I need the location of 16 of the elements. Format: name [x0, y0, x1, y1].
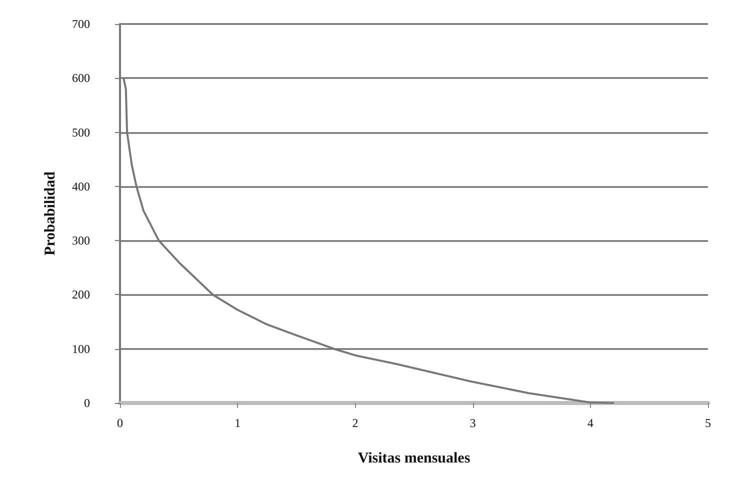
x-axis-title: Visitas mensuales	[358, 450, 470, 466]
y-tick-label: 300	[72, 234, 90, 248]
y-tick-label: 400	[72, 179, 90, 194]
y-tick-label: 0	[84, 396, 90, 410]
x-tick-label: 0	[117, 416, 123, 430]
x-tick-label: 5	[705, 416, 711, 430]
x-tick-label: 3	[470, 416, 476, 430]
y-tick-label: 100	[72, 342, 90, 356]
x-tick-label: 4	[587, 416, 594, 430]
y-tick-label: 700	[72, 17, 90, 31]
x-tick-label: 2	[352, 416, 358, 430]
y-tick-label: 200	[72, 288, 90, 302]
x-tick-label: 1	[234, 416, 241, 430]
y-tick-label: 500	[72, 125, 90, 140]
y-tick-label: 600	[72, 71, 90, 86]
y-axis-title: Probabilidad	[42, 170, 58, 256]
